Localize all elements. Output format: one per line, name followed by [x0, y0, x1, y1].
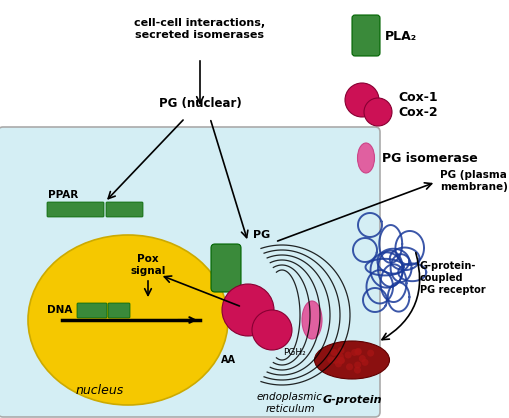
Circle shape: [353, 362, 360, 369]
Circle shape: [334, 360, 342, 367]
FancyBboxPatch shape: [0, 127, 379, 417]
FancyBboxPatch shape: [351, 15, 379, 56]
Text: G-protein-
coupled
PG receptor: G-protein- coupled PG receptor: [419, 261, 485, 295]
Text: DNA: DNA: [47, 305, 72, 315]
Text: endoplasmic
reticulum: endoplasmic reticulum: [257, 392, 322, 413]
Text: PG (nuclear): PG (nuclear): [158, 97, 241, 110]
FancyBboxPatch shape: [106, 202, 143, 217]
Circle shape: [327, 357, 334, 363]
Ellipse shape: [357, 143, 374, 173]
Ellipse shape: [314, 341, 389, 379]
Circle shape: [350, 349, 357, 356]
Text: cell-cell interactions,
secreted isomerases: cell-cell interactions, secreted isomera…: [134, 18, 265, 40]
FancyBboxPatch shape: [211, 244, 241, 292]
Text: PGH₂: PGH₂: [283, 348, 306, 357]
Circle shape: [221, 284, 273, 336]
Circle shape: [358, 355, 365, 362]
Circle shape: [337, 357, 344, 364]
Text: PPAR: PPAR: [48, 190, 78, 200]
Circle shape: [251, 310, 292, 350]
Circle shape: [344, 352, 351, 359]
FancyBboxPatch shape: [108, 303, 130, 318]
Circle shape: [346, 363, 352, 370]
Circle shape: [344, 83, 378, 117]
Ellipse shape: [301, 301, 321, 339]
Circle shape: [331, 357, 338, 364]
Circle shape: [336, 353, 343, 360]
Text: G-protein: G-protein: [322, 395, 381, 405]
FancyBboxPatch shape: [77, 303, 107, 318]
FancyBboxPatch shape: [47, 202, 104, 217]
Text: PG (plasma
membrane): PG (plasma membrane): [439, 170, 507, 191]
Circle shape: [363, 98, 391, 126]
Text: nucleus: nucleus: [76, 383, 124, 397]
Text: Pox
signal: Pox signal: [130, 254, 165, 276]
Circle shape: [361, 359, 368, 366]
Ellipse shape: [28, 235, 228, 405]
Text: AA: AA: [220, 355, 235, 365]
Text: PG isomerase: PG isomerase: [381, 151, 477, 165]
Circle shape: [330, 349, 337, 356]
Circle shape: [354, 348, 361, 355]
Text: PG: PG: [253, 230, 270, 240]
Circle shape: [337, 347, 344, 354]
Circle shape: [337, 357, 344, 364]
Text: Cox-1
Cox-2: Cox-1 Cox-2: [397, 91, 437, 119]
Circle shape: [366, 349, 374, 357]
Text: PLA₂: PLA₂: [384, 30, 416, 43]
Circle shape: [353, 367, 360, 374]
Circle shape: [354, 349, 361, 356]
